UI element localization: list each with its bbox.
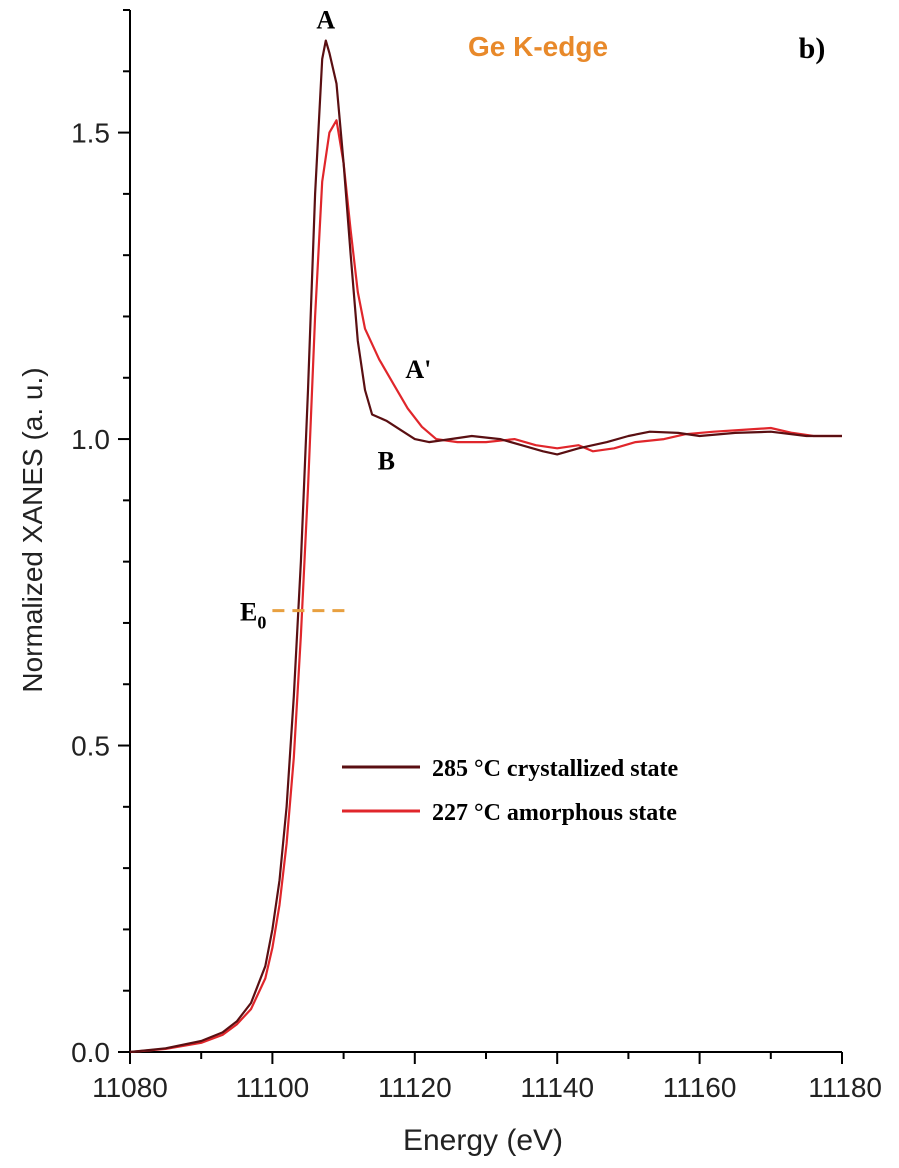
x-tick-label: 11120 xyxy=(378,1072,452,1103)
y-tick-label: 0.5 xyxy=(71,731,110,762)
annotation-e0-label: E0 xyxy=(240,598,266,633)
annotation-label: B xyxy=(378,447,395,476)
legend-label-amorphous: 227 °C amorphous state xyxy=(432,800,677,826)
x-tick-label: 11100 xyxy=(236,1072,310,1103)
legend-label-crystallized: 285 °C crystallized state xyxy=(432,756,679,782)
y-axis-label: Normalized XANES (a. u.) xyxy=(17,367,48,692)
annotation-layer: A A' B E0 xyxy=(240,5,431,632)
x-tick-label: 11160 xyxy=(663,1072,737,1103)
series-line-amorphous xyxy=(129,119,842,1054)
legend: 285 °C crystallized state 227 °C amorpho… xyxy=(342,756,679,826)
x-tick-label: 11180 xyxy=(808,1072,882,1103)
x-tick-label: 11080 xyxy=(92,1072,168,1103)
panel-label: b) xyxy=(799,32,826,65)
axes: 0.0 0.5 1.0 1.5 11080 11100 11120 11140 11160 111… xyxy=(71,9,882,1103)
y-tick-label: 1.0 xyxy=(71,424,110,455)
y-tick-label: 0.0 xyxy=(71,1037,110,1068)
chart-title: Ge K-edge xyxy=(468,31,608,62)
series-line-crystallized xyxy=(129,39,842,1054)
x-axis-label: Energy (eV) xyxy=(403,1124,563,1157)
annotation-label: A' xyxy=(405,355,431,384)
y-tick-label: 1.5 xyxy=(71,118,110,149)
annotation-label: A xyxy=(316,5,335,34)
x-tick-label: 11140 xyxy=(520,1072,594,1103)
series-layer xyxy=(129,39,842,1054)
